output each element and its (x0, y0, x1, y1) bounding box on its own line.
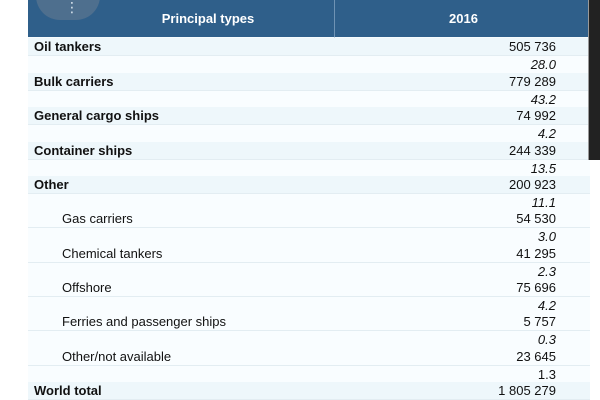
row-value: 1 805 279 (498, 383, 556, 398)
table-row-other-not-available: Other/not available 23 645 (28, 348, 590, 366)
table-row-ferries-and-passenger-ships-share: 0.3 (28, 331, 590, 349)
table-row-container-ships: Container ships 244 339 (28, 142, 590, 160)
row-label: Other/not available (62, 349, 172, 364)
row-share: 3.0 (537, 229, 556, 244)
row-share: 43.2 (530, 92, 556, 107)
row-share: 4.2 (537, 298, 556, 313)
row-value: 41 295 (516, 246, 556, 261)
row-label: Bulk carriers (34, 74, 114, 89)
fleet-table: ⋮ Principal types 2016 Oil tankers 505 7… (28, 0, 590, 400)
row-value: 244 339 (509, 143, 556, 158)
table-row-chemical-tankers: Chemical tankers 41 295 (28, 245, 590, 263)
row-label: World total (34, 383, 102, 398)
column-header-principal-types: Principal types (161, 11, 255, 26)
header-divider (334, 0, 335, 37)
row-label: Other (34, 177, 69, 192)
row-share: 0.3 (537, 332, 556, 347)
row-label: Ferries and passenger ships (62, 314, 227, 329)
column-header-2016: 2016 (449, 11, 478, 26)
row-value: 54 530 (516, 211, 556, 226)
table-row-world-total: World total 1 805 279 (28, 382, 590, 400)
row-value: 505 736 (509, 39, 556, 54)
table-row-ferries-and-passenger-ships: Ferries and passenger ships 5 757 (28, 313, 590, 331)
row-share: 11.1 (531, 195, 556, 210)
table-row-oil-tankers: Oil tankers 505 736 (28, 38, 590, 56)
row-label: Gas carriers (62, 211, 133, 226)
row-label: General cargo ships (34, 108, 159, 123)
row-value: 200 923 (509, 177, 556, 192)
row-share: 28.0 (530, 57, 556, 72)
row-label: Chemical tankers (62, 246, 163, 261)
table-row-other: Other 200 923 (28, 176, 590, 194)
table-row-bulk-carriers: Bulk carriers 779 289 (28, 73, 590, 91)
row-label: Container ships (34, 143, 133, 158)
row-label: Oil tankers (34, 39, 102, 54)
row-share: 1.3 (537, 367, 556, 382)
table-header: ⋮ Principal types 2016 (28, 0, 590, 37)
table-row-offshore: Offshore 75 696 (28, 279, 590, 297)
row-value: 23 645 (516, 349, 556, 364)
table-row-oil-tankers-share: 28.0 (28, 56, 590, 74)
table-row-gas-carriers: Gas carriers 54 530 (28, 210, 590, 228)
row-value: 74 992 (516, 108, 556, 123)
row-share: 2.3 (537, 264, 556, 279)
table-row-gas-carriers-share: 3.0 (28, 228, 590, 246)
table-row-general-cargo-ships: General cargo ships 74 992 (28, 107, 590, 125)
row-value: 5 757 (523, 314, 556, 329)
row-label: Offshore (62, 280, 112, 295)
vertical-dots-icon: ⋮ (65, 0, 79, 14)
row-share: 4.2 (537, 126, 556, 141)
menu-button[interactable] (36, 0, 100, 20)
row-share: 13.5 (530, 161, 556, 176)
row-value: 779 289 (509, 74, 556, 89)
right-edge-bar (589, 0, 600, 160)
row-value: 75 696 (516, 280, 556, 295)
right-edge-shadow (588, 0, 589, 160)
table-row-general-cargo-ships-share: 4.2 (28, 125, 590, 143)
